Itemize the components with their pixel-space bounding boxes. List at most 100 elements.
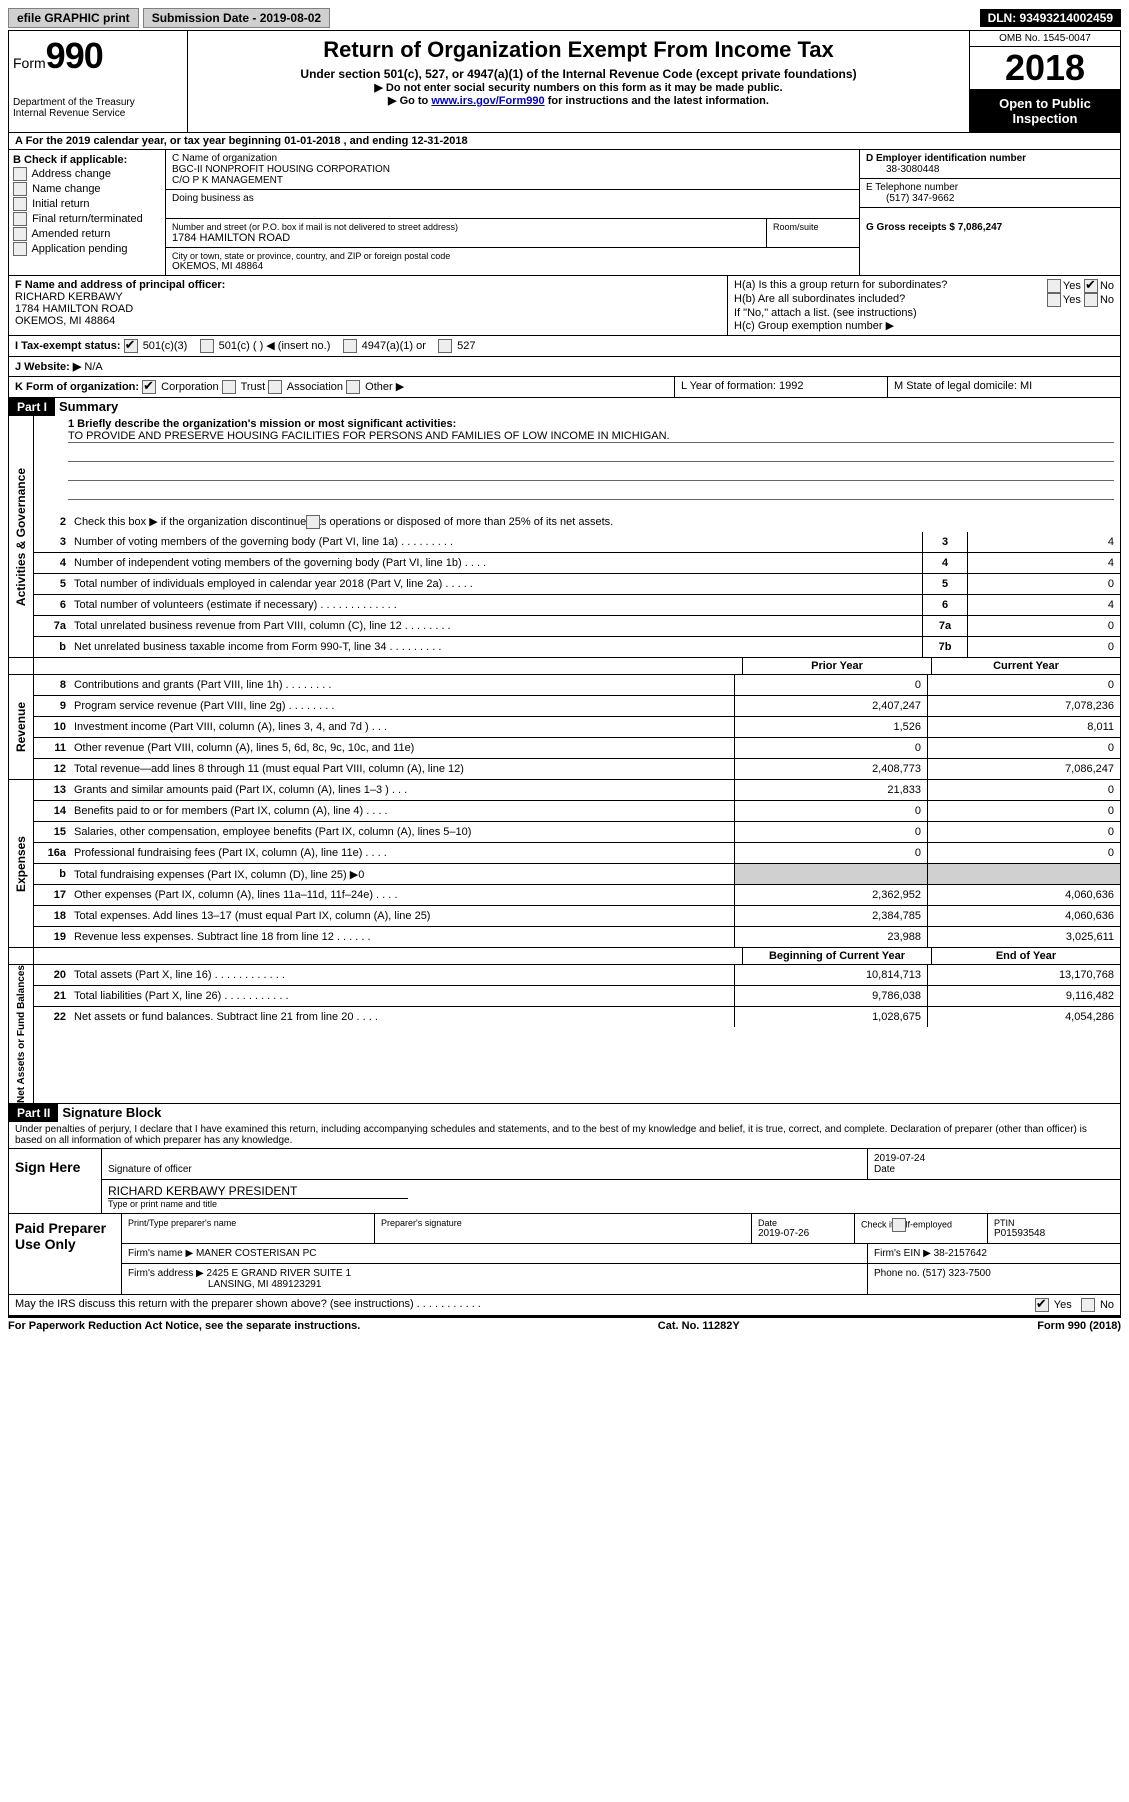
discuss-yes[interactable] [1035, 1298, 1049, 1312]
row-fh: F Name and address of principal officer:… [9, 276, 1120, 336]
ha-no[interactable] [1084, 279, 1098, 293]
gross-cell: G Gross receipts $ 7,086,247 [860, 208, 1120, 236]
cb-501c3[interactable] [124, 339, 138, 353]
cb-initial-return[interactable]: Initial return [13, 197, 161, 211]
tel-value: (517) 347-9662 [866, 193, 1114, 204]
cb-name-change[interactable]: Name change [13, 182, 161, 196]
netassets-header: Beginning of Current Year End of Year [9, 948, 1120, 965]
cb-address-change[interactable]: Address change [13, 167, 161, 181]
row-a: A For the 2019 calendar year, or tax yea… [9, 133, 1120, 150]
cb-other[interactable] [346, 380, 360, 394]
website-val: N/A [81, 361, 102, 373]
summary-line: 7aTotal unrelated business revenue from … [34, 616, 1120, 637]
cb-4947[interactable] [343, 339, 357, 353]
form-header: Form990 Department of the Treasury Inter… [9, 31, 1120, 133]
summary-line: 20Total assets (Part X, line 16) . . . .… [34, 965, 1120, 986]
form-number: 990 [46, 35, 103, 76]
summary-line: 3Number of voting members of the governi… [34, 532, 1120, 553]
summary-line: 22Net assets or fund balances. Subtract … [34, 1007, 1120, 1027]
cb-amended-return[interactable]: Amended return [13, 227, 161, 241]
mission-text: TO PROVIDE AND PRESERVE HOUSING FACILITI… [68, 430, 1114, 443]
top-bar: efile GRAPHIC print Submission Date - 20… [8, 8, 1121, 28]
firm-ein: 38-2157642 [934, 1248, 987, 1259]
activities-governance: Activities & Governance 1 Briefly descri… [9, 416, 1120, 658]
officer-cell: F Name and address of principal officer:… [9, 276, 728, 335]
summary-line: 5Total number of individuals employed in… [34, 574, 1120, 595]
officer-name: RICHARD KERBAWY [15, 291, 721, 303]
side-label-1: Activities & Governance [14, 468, 28, 606]
summary-line: 13Grants and similar amounts paid (Part … [34, 780, 1120, 801]
ein-cell: D Employer identification number 38-3080… [860, 150, 1120, 179]
ha-yes[interactable] [1047, 279, 1061, 293]
efile-button[interactable]: efile GRAPHIC print [8, 8, 139, 28]
summary-line: 16aProfessional fundraising fees (Part I… [34, 843, 1120, 864]
summary-line: 18Total expenses. Add lines 13–17 (must … [34, 906, 1120, 927]
ein-value: 38-3080448 [866, 164, 1114, 175]
revenue-header: Prior Year Current Year [9, 658, 1120, 675]
discuss-row: May the IRS discuss this return with the… [9, 1295, 1120, 1317]
pra-notice: For Paperwork Reduction Act Notice, see … [8, 1320, 360, 1332]
discuss-no[interactable] [1081, 1298, 1095, 1312]
gross-receipts: G Gross receipts $ 7,086,247 [866, 222, 1114, 233]
hb-yes[interactable] [1047, 293, 1061, 307]
cb-trust[interactable] [222, 380, 236, 394]
org-name: BGC-II NONPROFIT HOUSING CORPORATION [172, 164, 853, 175]
summary-line: 19Revenue less expenses. Subtract line 1… [34, 927, 1120, 947]
revenue-section: Revenue 8Contributions and grants (Part … [9, 675, 1120, 780]
street-addr: 1784 HAMILTON ROAD [172, 232, 760, 244]
row-j: J Website: ▶ N/A [9, 357, 1120, 377]
part-i-header: Part ISummary [9, 398, 1120, 416]
mission-block: 1 Briefly describe the organization's mi… [34, 416, 1120, 512]
col-b: B Check if applicable: Address change Na… [9, 150, 166, 275]
tel-cell: E Telephone number (517) 347-9662 [860, 179, 1120, 208]
summary-line: 15Salaries, other compensation, employee… [34, 822, 1120, 843]
header-right: OMB No. 1545-0047 2018 Open to Public In… [969, 31, 1120, 132]
cb-discontinued[interactable] [306, 515, 320, 529]
summary-line: 12Total revenue—add lines 8 through 11 (… [34, 759, 1120, 779]
col-d: D Employer identification number 38-3080… [859, 150, 1120, 275]
col-c: C Name of organization BGC-II NONPROFIT … [166, 150, 859, 275]
cb-final-return[interactable]: Final return/terminated [13, 212, 161, 226]
cb-self-employed[interactable] [892, 1218, 906, 1232]
form-title: Return of Organization Exempt From Incom… [196, 37, 961, 63]
summary-line: bNet unrelated business taxable income f… [34, 637, 1120, 657]
cb-527[interactable] [438, 339, 452, 353]
side-label-4: Net Assets or Fund Balances [16, 965, 27, 1103]
summary-line: 11Other revenue (Part VIII, column (A), … [34, 738, 1120, 759]
cb-assoc[interactable] [268, 380, 282, 394]
cb-corp[interactable] [142, 380, 156, 394]
form-ref: Form 990 (2018) [1037, 1320, 1121, 1332]
submission-button[interactable]: Submission Date - 2019-08-02 [143, 8, 330, 28]
summary-line: 4Number of independent voting members of… [34, 553, 1120, 574]
summary-line: 9Program service revenue (Part VIII, lin… [34, 696, 1120, 717]
expenses-section: Expenses 13Grants and similar amounts pa… [9, 780, 1120, 948]
summary-line: 6Total number of volunteers (estimate if… [34, 595, 1120, 616]
org-name-cell: C Name of organization BGC-II NONPROFIT … [166, 150, 859, 190]
cat-no: Cat. No. 11282Y [658, 1320, 740, 1332]
room-cell: Room/suite [767, 219, 859, 247]
sig-date: 2019-07-24 [874, 1153, 1114, 1164]
dba-cell: Doing business as [166, 190, 859, 219]
irs-link[interactable]: www.irs.gov/Form990 [431, 95, 544, 107]
row-i: I Tax-exempt status: 501(c)(3) 501(c) ( … [9, 336, 1120, 357]
row-kl: K Form of organization: Corporation Trus… [9, 377, 1120, 398]
ptin-value: P01593548 [994, 1228, 1114, 1239]
form-label: Form [13, 55, 46, 71]
cb-application-pending[interactable]: Application pending [13, 242, 161, 256]
officer-name-title: RICHARD KERBAWY PRESIDENT [108, 1184, 408, 1199]
summary-line: 17Other expenses (Part IX, column (A), l… [34, 885, 1120, 906]
dept-label: Department of the Treasury Internal Reve… [13, 97, 183, 119]
section-bcd: B Check if applicable: Address change Na… [9, 150, 1120, 276]
summary-line: bTotal fundraising expenses (Part IX, co… [34, 864, 1120, 885]
city-cell: City or town, state or province, country… [166, 248, 859, 275]
netassets-section: Net Assets or Fund Balances 20Total asse… [9, 965, 1120, 1104]
hb-no[interactable] [1084, 293, 1098, 307]
page-footer: For Paperwork Reduction Act Notice, see … [8, 1318, 1121, 1334]
cb-501c[interactable] [200, 339, 214, 353]
summary-line: 21Total liabilities (Part X, line 26) . … [34, 986, 1120, 1007]
summary-line: 14Benefits paid to or for members (Part … [34, 801, 1120, 822]
header-sub2: ▶ Do not enter social security numbers o… [196, 81, 961, 94]
firm-addr: 2425 E GRAND RIVER SUITE 1 [207, 1268, 352, 1279]
firm-name: MANER COSTERISAN PC [196, 1248, 317, 1259]
header-sub1: Under section 501(c), 527, or 4947(a)(1)… [196, 67, 961, 81]
